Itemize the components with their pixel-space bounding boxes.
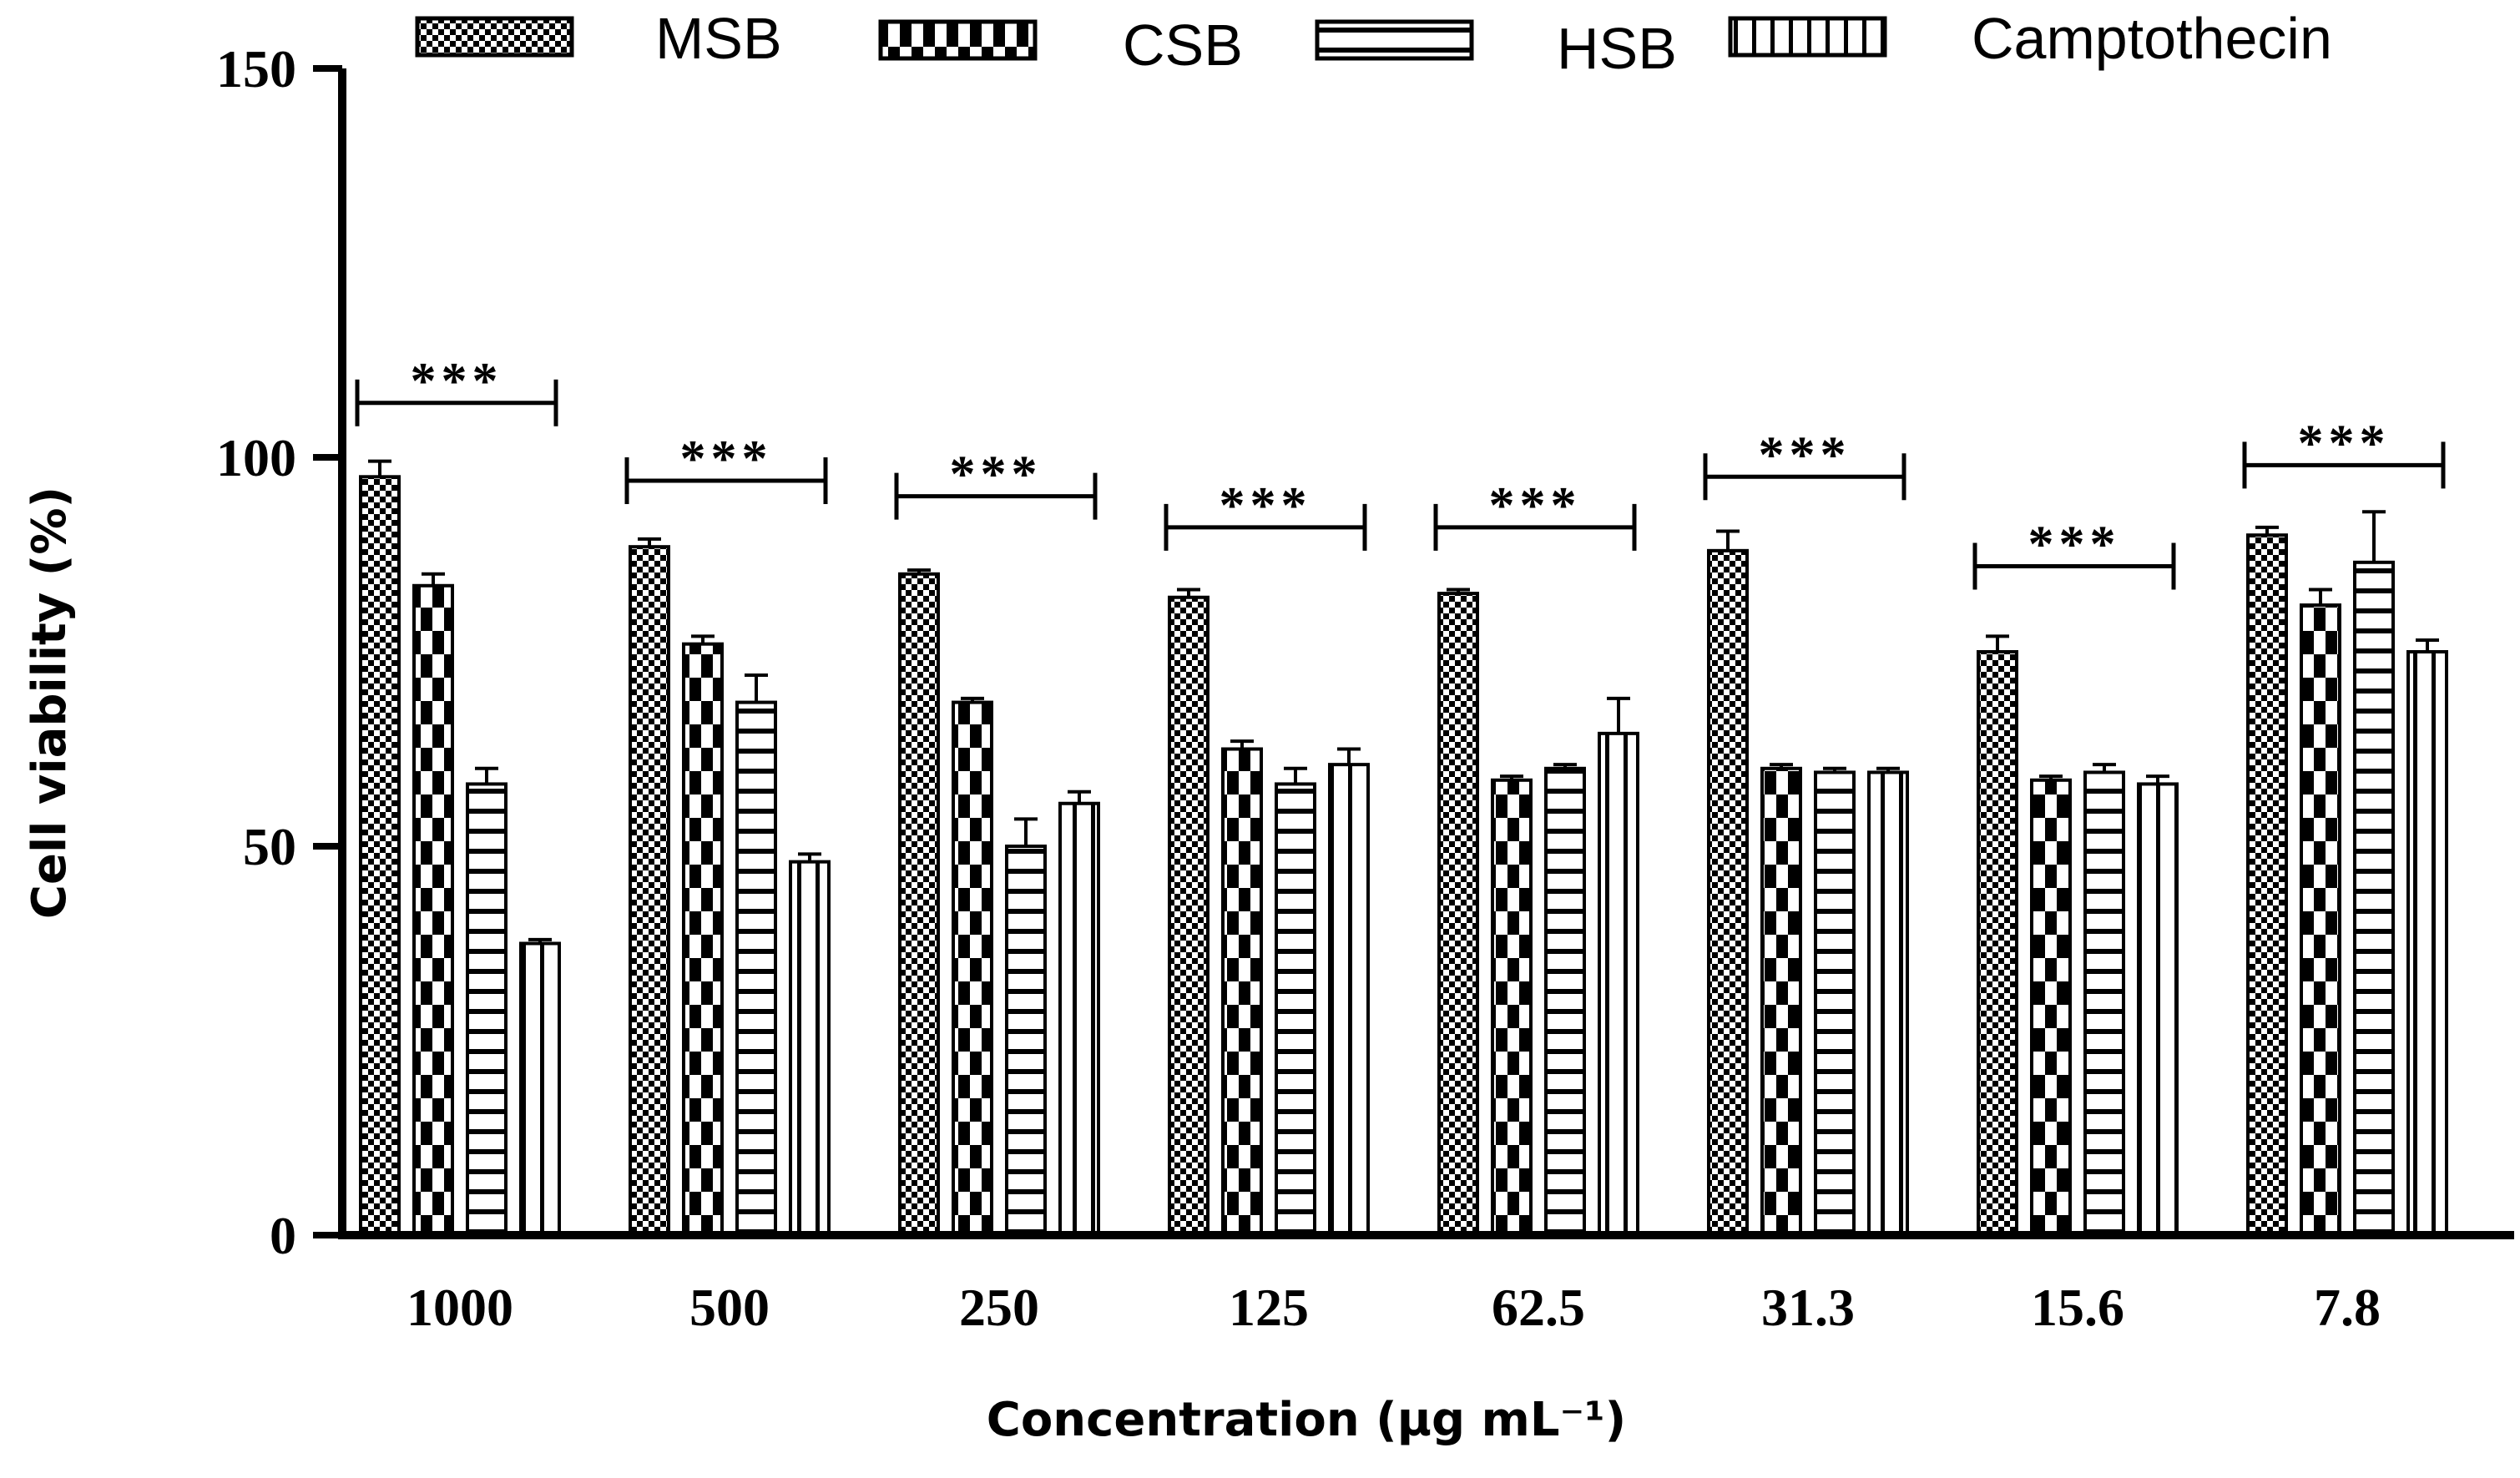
bar-hsb-62.5 — [1544, 766, 1586, 1237]
legend-label-csb: CSB — [1123, 13, 1243, 78]
bar-csb-500 — [682, 642, 724, 1237]
error-bars-group — [368, 459, 2439, 944]
legend-swatch-msb — [415, 16, 574, 58]
bar-csb-1000 — [412, 583, 454, 1237]
bar-msb-1000 — [359, 475, 401, 1237]
bar-msb-250 — [898, 572, 940, 1237]
bar-hsb-250 — [1005, 845, 1047, 1237]
sig-label: *** — [1220, 477, 1312, 534]
sig-label: *** — [411, 353, 503, 410]
sig-label: *** — [2298, 415, 2391, 472]
bar-msb-500 — [629, 545, 670, 1237]
x-tick-label: 250 — [959, 1278, 1039, 1337]
bar-csb-31.3 — [1760, 766, 1802, 1237]
significance-group: *** *** *** *** *** *** *** *** — [355, 353, 2446, 590]
y-tick-label: 0 — [270, 1206, 296, 1265]
x-tick-label: 1000 — [407, 1278, 513, 1337]
x-tick-label: 15.6 — [2031, 1278, 2124, 1337]
sig-label: *** — [950, 446, 1043, 503]
bar-csb-125 — [1221, 747, 1263, 1237]
y-axis-title: Cell viability (%) — [23, 487, 77, 919]
bar-csb-62.5 — [1491, 778, 1533, 1237]
bar-hsb-7.8 — [2353, 560, 2395, 1237]
bar-msb-31.3 — [1707, 548, 1749, 1237]
x-tick-label: 7.8 — [2314, 1278, 2381, 1337]
bar-msb-62.5 — [1437, 592, 1479, 1237]
bar-msb-7.8 — [2246, 533, 2288, 1237]
y-tick-label: 100 — [216, 428, 296, 487]
bar-camptothecin-31.3 — [1867, 770, 1909, 1237]
x-ticks-group: 1000 500 250 125 62.5 31.3 15.6 7.8 — [407, 1278, 2381, 1337]
y-tick-label: 50 — [243, 817, 296, 876]
bar-hsb-1000 — [466, 782, 508, 1237]
bar-camptothecin-1000 — [519, 941, 561, 1237]
x-tick-label: 62.5 — [1492, 1278, 1585, 1337]
legend-label-camptothecin: Camptothecin — [1972, 6, 2332, 71]
y-ticks-group: 0 50 100 150 — [216, 39, 342, 1265]
bar-hsb-15.6 — [2083, 770, 2125, 1237]
y-tick-label: 150 — [216, 39, 296, 98]
bar-msb-15.6 — [1977, 650, 2018, 1237]
x-tick-label: 125 — [1229, 1278, 1309, 1337]
legend-swatch-camptothecin — [1728, 16, 1887, 58]
bar-camptothecin-250 — [1058, 801, 1100, 1237]
bar-hsb-500 — [735, 700, 777, 1237]
bar-csb-250 — [952, 700, 993, 1237]
legend-label-hsb: HSB — [1557, 16, 1677, 81]
legend-label-msb: MSB — [655, 6, 782, 71]
bar-camptothecin-7.8 — [2406, 650, 2448, 1237]
legend-swatch-csb — [878, 19, 1038, 61]
sig-label: *** — [1759, 426, 1851, 483]
legend: MSB CSB HSB Camptothecin — [415, 6, 2332, 81]
bars-group — [359, 475, 2448, 1237]
x-tick-label: 31.3 — [1761, 1278, 1855, 1337]
bar-csb-7.8 — [2300, 603, 2341, 1237]
sig-label: *** — [2028, 516, 2121, 573]
x-axis-title: Concentration (µg mL⁻¹) — [987, 1393, 1627, 1447]
bar-hsb-125 — [1275, 782, 1316, 1237]
bar-camptothecin-500 — [789, 860, 831, 1237]
bar-csb-15.6 — [2030, 778, 2072, 1237]
sig-label: *** — [1489, 477, 1582, 534]
bar-camptothecin-15.6 — [2137, 782, 2179, 1237]
sig-label: *** — [680, 431, 773, 487]
bar-camptothecin-62.5 — [1598, 731, 1639, 1237]
x-tick-label: 500 — [689, 1278, 770, 1337]
bar-msb-125 — [1168, 595, 1209, 1237]
legend-swatch-hsb — [1315, 19, 1474, 61]
bar-hsb-31.3 — [1814, 770, 1856, 1237]
bar-camptothecin-125 — [1328, 763, 1370, 1237]
